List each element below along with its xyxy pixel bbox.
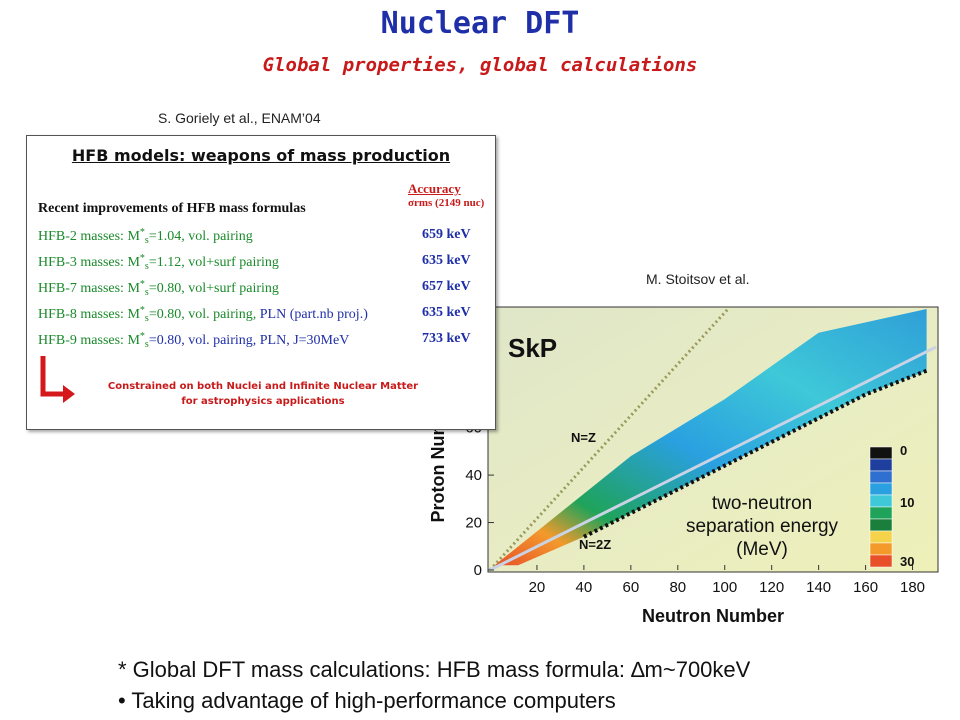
colorbar-swatch	[869, 482, 893, 496]
row-accuracy: 635 keV	[422, 305, 471, 320]
nuclide-region	[494, 309, 928, 566]
hfb-row: HFB-8 masses: M*s=0.80, vol. pairing, PL…	[38, 305, 368, 324]
bullet-list: * Global DFT mass calculations: HFB mass…	[118, 654, 750, 716]
colorbar-label: 30	[900, 554, 914, 569]
hfb-row: HFB-9 masses: M*s=0.80, vol. pairing, PL…	[38, 331, 350, 350]
row-accuracy: 635 keV	[422, 253, 471, 268]
colorbar-swatch	[869, 494, 893, 508]
x-tick-label: 120	[759, 579, 784, 596]
x-tick-label: 160	[853, 579, 878, 596]
label-nz: N=Z	[571, 430, 596, 445]
hfb-row: HFB-7 masses: M*s=0.80, vol+surf pairing	[38, 279, 279, 298]
citation-stoitsov: M. Stoitsov et al.	[646, 271, 750, 287]
annotation-line-3: (MeV)	[736, 539, 788, 560]
accuracy-heading: Accuracy	[408, 181, 461, 196]
x-tick-label: 140	[806, 579, 831, 596]
colorbar-swatch	[869, 554, 893, 568]
n2z-line	[489, 345, 937, 572]
x-tick-label: 80	[669, 579, 686, 596]
bullet-item: * Global DFT mass calculations: HFB mass…	[118, 657, 751, 682]
annotation-line-2: separation energy	[686, 516, 839, 537]
row-desc: =1.04, vol. pairing	[148, 229, 253, 244]
hfb-inset: HFB models: weapons of mass production A…	[26, 135, 496, 430]
hfb-row: HFB-2 masses: M*s=1.04, vol. pairing	[38, 227, 253, 246]
annotation-line-1: two-neutron	[712, 493, 812, 514]
chart-title: SkP	[508, 333, 557, 363]
x-axis-label: Neutron Number	[642, 606, 784, 626]
nuclide-band	[494, 309, 927, 566]
accuracy-subheading: σrms (2149 nuc)	[408, 197, 485, 209]
colorbar: 0 10 30	[869, 443, 914, 569]
colorbar-swatch	[869, 446, 893, 460]
row-desc: =0.80, vol. pairing,	[148, 307, 260, 322]
colorbar-swatch	[869, 542, 893, 556]
label-n2z: N=2Z	[579, 537, 611, 552]
colorbar-swatch	[869, 458, 893, 472]
hfb-row: HFB-3 masses: M*s=1.12, vol+surf pairing	[38, 253, 279, 272]
neutron-drip-line	[582, 368, 928, 539]
colorbar-swatch	[869, 518, 893, 532]
y-tick-label: 0	[474, 562, 482, 579]
sn2-chart: SkP N=Z N=2Z two-neutron separation ener…	[428, 306, 939, 626]
slide-title: Nuclear DFT	[380, 6, 580, 41]
x-tick-label: 60	[622, 579, 639, 596]
citation-goriely: S. Goriely et al., ENAM’04	[158, 110, 321, 126]
row-name: HFB-3 masses: M	[38, 255, 140, 270]
x-tick-label: 180	[900, 579, 925, 596]
colorbar-swatch	[869, 506, 893, 520]
constraint-note-line-2: for astrophysics applications	[181, 396, 345, 407]
x-tick-label: 40	[576, 579, 593, 596]
nz-line	[488, 307, 730, 572]
x-axis-ticks: 20 40 60 80 100 120 140 160 180	[529, 565, 925, 596]
constraint-note-line-1: Constrained on both Nuclei and Infinite …	[107, 381, 419, 392]
row-accuracy: 657 keV	[422, 279, 471, 294]
y-tick-label: 20	[465, 515, 482, 532]
row-desc: =1.12, vol+surf pairing	[148, 255, 279, 270]
colorbar-label: 10	[900, 495, 914, 510]
row-accuracy: 733 keV	[422, 331, 471, 346]
bullet-item: • Taking advantage of high-performance c…	[118, 688, 616, 713]
inset-heading: HFB models: weapons of mass production	[71, 146, 451, 165]
row-name: HFB-8 masses: M	[38, 307, 140, 322]
recent-heading: Recent improvements of HFB mass formulas	[38, 201, 306, 216]
row-extra: PLN (part.nb proj.)	[259, 307, 368, 322]
x-tick-label: 100	[712, 579, 737, 596]
down-right-arrow-icon	[40, 356, 75, 403]
y-tick-label: 40	[465, 467, 482, 484]
row-name: HFB-7 masses: M	[38, 281, 140, 296]
colorbar-label: 0	[900, 443, 907, 458]
row-accuracy: 659 keV	[422, 227, 471, 242]
row-name: HFB-2 masses: M	[38, 229, 140, 244]
colorbar-swatch	[869, 530, 893, 544]
row-name: HFB-9 masses: M	[38, 333, 140, 348]
colorbar-swatch	[869, 470, 893, 484]
slide-subtitle: Global properties, global calculations	[262, 54, 698, 76]
x-tick-label: 20	[529, 579, 546, 596]
row-desc: =0.80, vol. pairing, PLN, J=30MeV	[148, 333, 350, 348]
row-desc: =0.80, vol+surf pairing	[148, 281, 279, 296]
